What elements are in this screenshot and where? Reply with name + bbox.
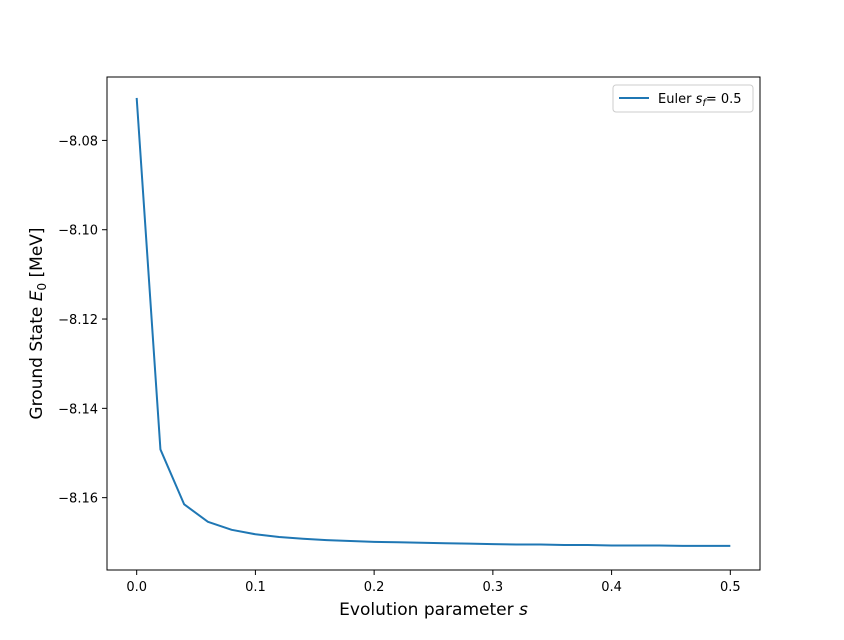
x-tick-label: 0.4	[601, 580, 622, 595]
x-tick-label: 0.0	[126, 580, 147, 595]
series-line	[135, 97, 731, 547]
x-tick-label: 0.1	[245, 580, 266, 595]
y-tick-label: −8.12	[58, 313, 98, 328]
legend: Euler sf= 0.5	[612, 84, 754, 113]
y-tick-label: −8.08	[58, 134, 98, 149]
legend-box	[612, 84, 754, 113]
legend-label: Euler sf= 0.5	[658, 92, 742, 109]
x-axis-label: Evolution parameter s	[339, 600, 528, 620]
x-tick-label: 0.2	[364, 580, 385, 595]
y-tick-label: −8.10	[58, 224, 98, 239]
axes-frame	[106, 76, 761, 571]
x-axis: 0.0 0.1 0.2 0.3 0.4 0.5	[126, 570, 741, 595]
y-axis: −8.08 −8.10 −8.12 −8.14 −8.16	[58, 134, 107, 507]
y-axis-label: Ground State E0 [MeV]	[27, 227, 49, 419]
y-tick-label: −8.16	[58, 492, 98, 507]
x-tick-label: 0.3	[483, 580, 504, 595]
x-tick-label: 0.5	[720, 580, 741, 595]
y-tick-label: −8.14	[58, 402, 98, 417]
